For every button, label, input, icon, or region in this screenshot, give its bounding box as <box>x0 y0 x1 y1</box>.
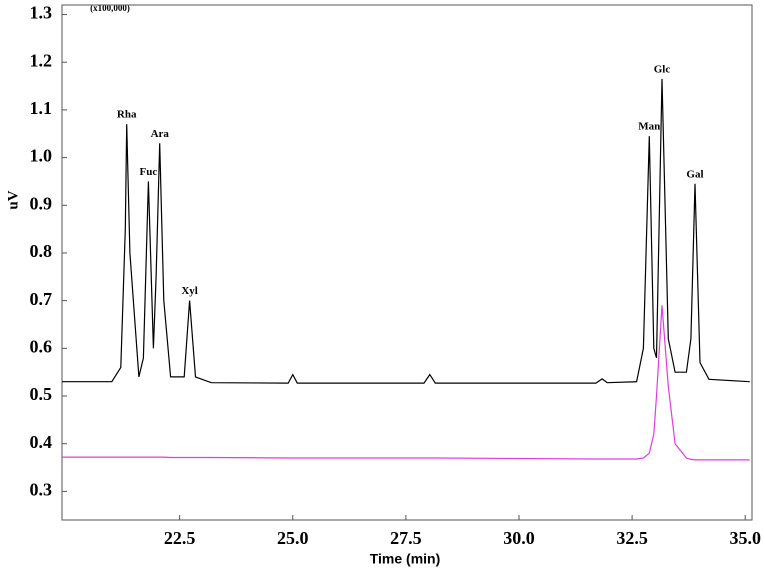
peak-label: Rha <box>117 109 137 121</box>
x-tick-label: 25.0 <box>277 528 309 548</box>
x-tick-label: 27.5 <box>390 528 422 548</box>
y-tick-label: 0.6 <box>30 336 53 356</box>
y-tick-label: 0.8 <box>30 241 53 261</box>
y-tick-label: 0.5 <box>30 384 53 404</box>
y-tick-label: 1.1 <box>30 98 53 118</box>
peak-label: Glc <box>654 63 671 75</box>
trace <box>62 305 750 461</box>
peak-label: Fuc <box>140 166 158 178</box>
x-tick-label: 30.0 <box>503 528 535 548</box>
peak-label: Ara <box>151 128 170 140</box>
y-tick-label: 1.0 <box>30 146 53 166</box>
x-tick-label: 35.0 <box>729 528 761 548</box>
peak-label: Xyl <box>181 285 198 297</box>
peak-label: Gal <box>686 168 703 180</box>
y-tick-label: 0.3 <box>30 480 53 500</box>
y-tick-label: 0.4 <box>30 432 53 452</box>
y-axis-label: uV <box>5 190 21 209</box>
x-axis-label: Time (min) <box>370 551 441 567</box>
y-tick-label: 0.9 <box>30 193 53 213</box>
plot-frame <box>61 4 753 521</box>
x-tick-label: 32.5 <box>616 528 648 548</box>
peak-label: Man <box>638 121 660 133</box>
trace <box>62 78 750 384</box>
x-tick-label: 22.5 <box>164 528 196 548</box>
y-tick-label: 1.3 <box>30 3 53 23</box>
scale-note: (x100,000) <box>90 3 130 13</box>
y-tick-label: 1.2 <box>30 50 53 70</box>
y-tick-label: 0.7 <box>30 289 53 309</box>
